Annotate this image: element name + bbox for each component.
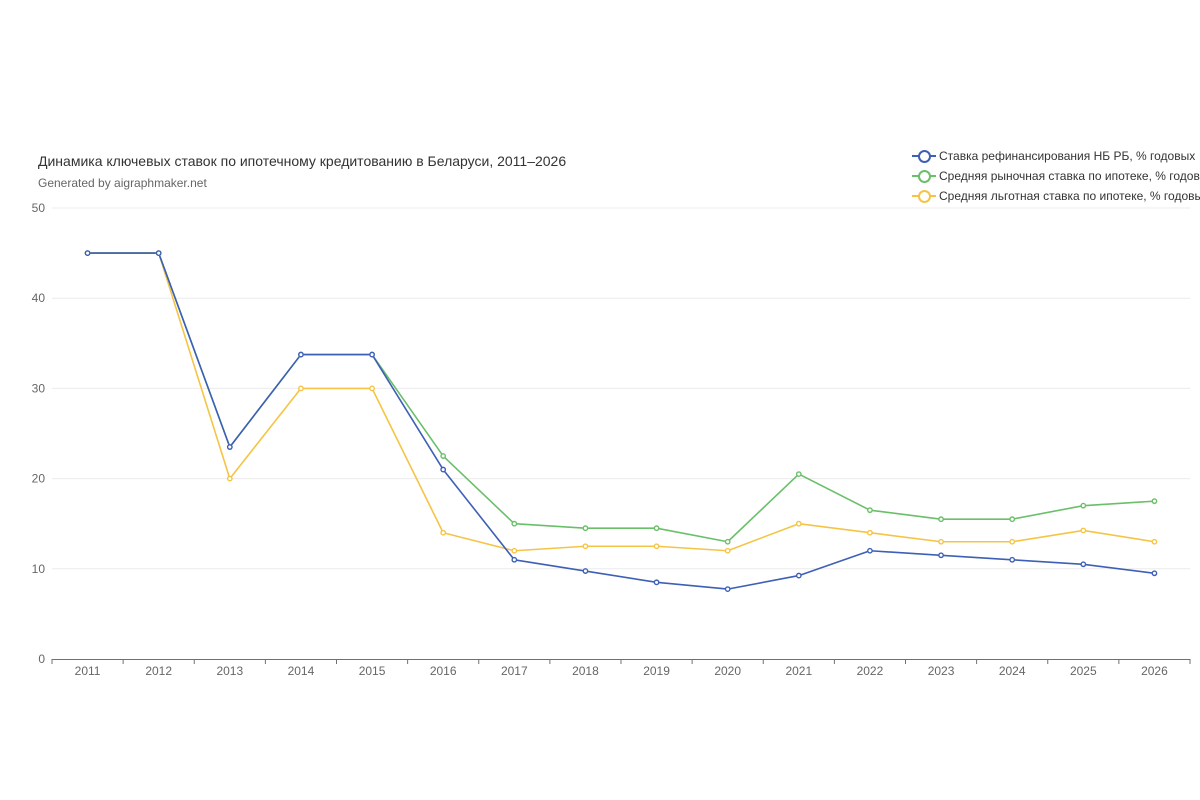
data-point[interactable] <box>369 385 375 392</box>
data-point[interactable] <box>1080 502 1087 509</box>
data-point[interactable] <box>867 507 873 514</box>
data-point[interactable] <box>440 529 447 536</box>
data-point[interactable] <box>84 250 91 257</box>
data-point[interactable] <box>298 385 304 392</box>
data-point[interactable] <box>1151 570 1158 577</box>
chart-legend: Ставка рефинансирования НБ РБ, % годовых… <box>912 146 1200 206</box>
legend-item-refinancing-rate[interactable]: Ставка рефинансирования НБ РБ, % годовых <box>912 146 1200 166</box>
data-point[interactable] <box>795 471 802 477</box>
data-points <box>84 250 1158 592</box>
x-tick-label: 2015 <box>359 664 386 678</box>
data-point[interactable] <box>226 475 233 482</box>
y-tick-label: 10 <box>32 562 46 576</box>
data-point[interactable] <box>867 529 873 536</box>
y-tick-label: 30 <box>32 381 46 395</box>
x-tick-label: 2022 <box>857 664 884 678</box>
data-point[interactable] <box>938 516 944 523</box>
x-tick-label: 2013 <box>216 664 243 678</box>
legend-item-preferential-mortgage-rate[interactable]: Средняя льготная ставка по ипотеке, % го… <box>912 186 1200 206</box>
data-point[interactable] <box>511 547 518 554</box>
series-line-0 <box>87 252 1155 590</box>
data-point[interactable] <box>582 525 589 532</box>
chart-subtitle: Generated by aigraphmaker.net <box>38 176 207 190</box>
legend-item-market-mortgage-rate[interactable]: Средняя рыночная ставка по ипотеке, % го… <box>912 166 1200 186</box>
data-point[interactable] <box>1009 556 1016 563</box>
x-tick-label: 2020 <box>714 664 741 678</box>
y-tick-label: 0 <box>38 652 45 666</box>
y-tick-label: 40 <box>32 291 46 305</box>
y-tick-label: 20 <box>32 472 46 486</box>
x-tick-label: 2014 <box>288 664 315 678</box>
legend-marker-icon <box>912 169 936 183</box>
data-point[interactable] <box>938 552 944 559</box>
x-tick-label: 2021 <box>785 664 812 678</box>
x-tick-label: 2011 <box>75 664 101 678</box>
x-tick-label: 2016 <box>430 664 457 678</box>
data-point[interactable] <box>155 250 162 257</box>
data-point[interactable] <box>1080 561 1087 568</box>
data-point[interactable] <box>653 525 660 532</box>
data-point[interactable] <box>582 543 589 550</box>
y-tick-label: 50 <box>32 201 46 215</box>
data-point[interactable] <box>226 444 233 450</box>
data-point[interactable] <box>298 351 304 358</box>
data-point[interactable] <box>440 453 447 459</box>
data-point[interactable] <box>1009 538 1016 545</box>
data-point[interactable] <box>724 586 731 592</box>
x-tick-label: 2018 <box>572 664 599 678</box>
data-point[interactable] <box>1009 516 1016 523</box>
x-tick-label: 2026 <box>1141 664 1168 678</box>
data-point[interactable] <box>867 547 873 554</box>
data-point[interactable] <box>724 547 731 554</box>
data-point[interactable] <box>653 543 660 550</box>
legend-marker-icon <box>912 149 936 163</box>
data-point[interactable] <box>795 520 802 527</box>
legend-label: Средняя рыночная ставка по ипотеке, % го… <box>939 169 1200 183</box>
data-point[interactable] <box>369 351 375 358</box>
data-point[interactable] <box>511 520 518 527</box>
data-point[interactable] <box>938 538 944 545</box>
grid-lines <box>52 207 1190 570</box>
data-point[interactable] <box>511 556 518 563</box>
data-point[interactable] <box>1151 498 1158 505</box>
data-point[interactable] <box>724 538 731 545</box>
series-line-1 <box>87 252 1155 543</box>
legend-marker-icon <box>912 189 936 203</box>
data-point[interactable] <box>582 568 589 574</box>
x-tick-label: 2019 <box>643 664 670 678</box>
chart-title: Динамика ключевых ставок по ипотечному к… <box>38 153 567 169</box>
data-point[interactable] <box>653 579 660 586</box>
axes: 0 10 20 30 40 50 2011 2012 2013 2014 2015 2016 2017 2… <box>32 201 1191 678</box>
data-point[interactable] <box>1151 538 1158 545</box>
x-tick-label: 2023 <box>928 664 955 678</box>
series-line-2 <box>87 252 1155 552</box>
data-point[interactable] <box>440 466 447 473</box>
x-tick-label: 2017 <box>501 664 528 678</box>
legend-label: Средняя льготная ставка по ипотеке, % го… <box>939 189 1200 203</box>
data-point[interactable] <box>1080 527 1087 534</box>
x-tick-label: 2025 <box>1070 664 1097 678</box>
legend-label: Ставка рефинансирования НБ РБ, % годовых <box>939 149 1196 163</box>
data-point[interactable] <box>795 572 802 579</box>
x-tick-label: 2024 <box>999 664 1026 678</box>
series-lines <box>87 252 1155 590</box>
x-tick-label: 2012 <box>145 664 172 678</box>
